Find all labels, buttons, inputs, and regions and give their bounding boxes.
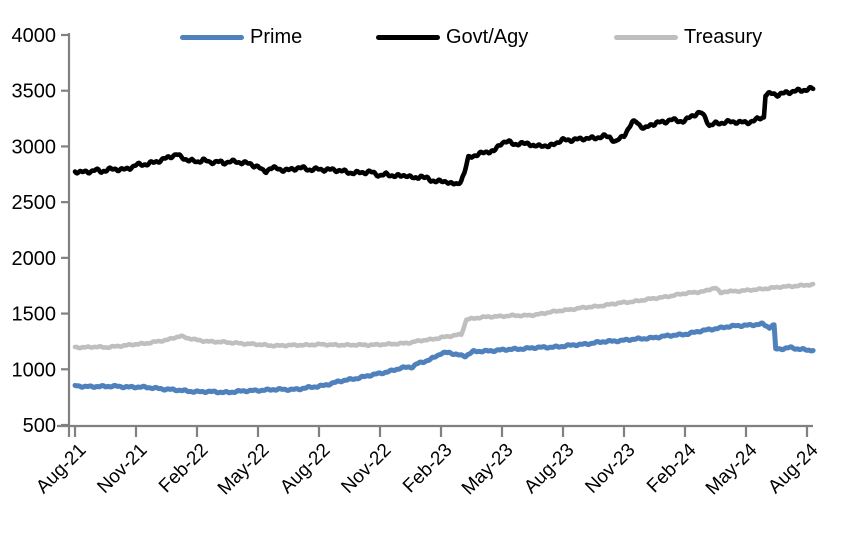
legend-item-govt-agy: Govt/Agy [376,26,528,48]
y-tick-label-3000: 3000 [12,136,57,158]
y-tick-label-2000: 2000 [12,248,57,270]
x-tick-label-May-24: May-24 [702,439,762,499]
series-line-treasury [72,281,816,351]
x-tick-label-Aug-22: Aug-22 [276,440,334,498]
x-tick-label-Nov-21: Nov-21 [93,440,151,498]
x-tick-label-Feb-23: Feb-23 [399,440,456,497]
govt-agy-line-swatch [376,34,440,40]
x-tick-label-Feb-22: Feb-22 [155,440,212,497]
y-tick-label-4000: 4000 [12,25,57,47]
x-tick-label-Nov-23: Nov-23 [581,440,639,498]
x-tick-label-Nov-22: Nov-22 [337,440,395,498]
legend-item-treasury: Treasury [614,26,762,48]
x-tick-label-May-22: May-22 [214,440,274,500]
x-tick-label-Aug-23: Aug-23 [520,440,578,498]
y-tick-label-500: 500 [23,415,56,437]
treasury-line-swatch [614,34,678,40]
y-tick-label-1000: 1000 [12,359,57,381]
y-tick-label-1500: 1500 [12,304,57,326]
x-tick-label-Aug-24: Aug-24 [764,439,822,497]
x-tick-label-Aug-21: Aug-21 [32,440,90,498]
legend-label-govt-agy: Govt/Agy [446,25,529,48]
legend: Prime Govt/Agy Treasury [0,26,852,48]
x-tick-label-May-23: May-23 [458,440,518,500]
x-tick-label-Feb-24: Feb-24 [643,439,701,497]
y-tick-label-3500: 3500 [12,81,57,103]
prime-line-swatch [180,34,244,40]
series-line-govt-agy [72,84,816,187]
series-line-prime [72,320,816,396]
y-tick-label-2500: 2500 [12,192,57,214]
legend-item-prime: Prime [180,26,302,48]
legend-label-prime: Prime [250,25,303,48]
legend-label-treasury: Treasury [684,25,763,48]
